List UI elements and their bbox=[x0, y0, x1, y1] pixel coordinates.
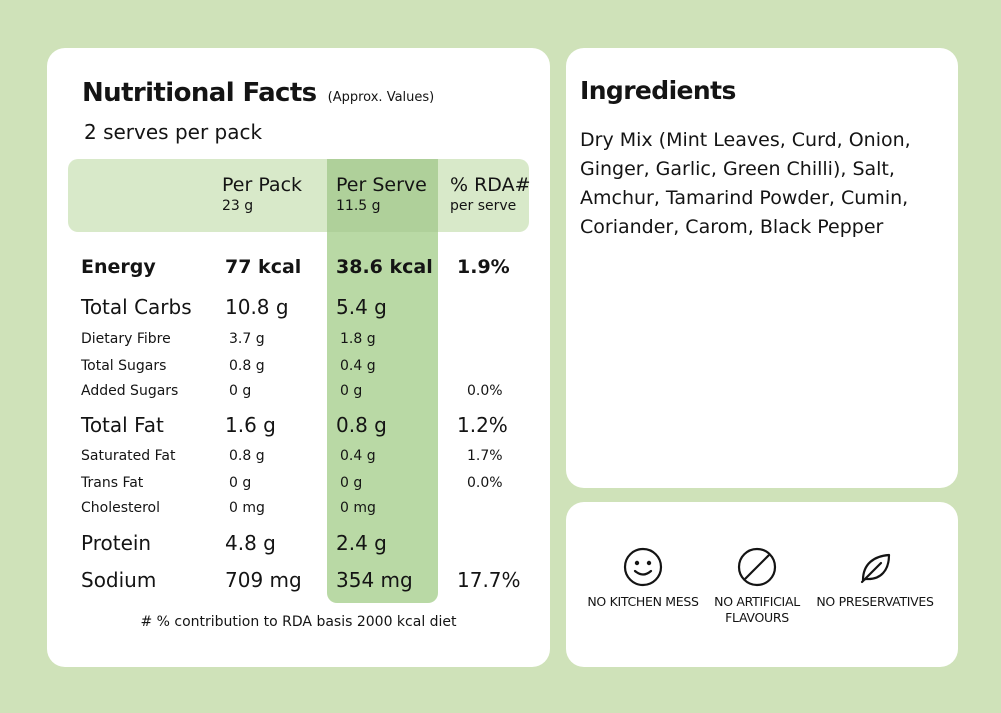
per-serve-value: 0.8 g bbox=[336, 413, 387, 437]
per-pack-value: 4.8 g bbox=[225, 531, 276, 555]
rda-header: % RDA# per serve bbox=[450, 173, 531, 215]
per-pack-value: 0 mg bbox=[229, 500, 265, 516]
per-pack-value: 709 mg bbox=[225, 568, 302, 592]
rda-label: % RDA# bbox=[450, 174, 531, 196]
rda-value: 0.0% bbox=[467, 383, 503, 399]
nutrient-name: Total Fat bbox=[81, 413, 164, 437]
badge-label: NO PRESERVATIVES bbox=[816, 594, 934, 609]
nutrient-name: Dietary Fibre bbox=[81, 331, 171, 347]
per-pack-label: Per Pack bbox=[222, 174, 303, 196]
leaf-icon bbox=[860, 553, 891, 584]
per-pack-weight: 23 g bbox=[222, 198, 254, 214]
per-serve-value: 0.4 g bbox=[340, 358, 376, 374]
nutrient-name: Trans Fat bbox=[81, 475, 144, 491]
ingredients-panel: Ingredients Dry Mix (Mint Leaves, Curd, … bbox=[566, 48, 958, 488]
nutrient-name: Added Sugars bbox=[81, 383, 179, 399]
per-serve-value: 354 mg bbox=[336, 568, 413, 592]
per-pack-value: 77 kcal bbox=[225, 256, 302, 278]
claims-panel: NO KITCHEN MESS NO ARTIFICIAL FLAVOURS N… bbox=[566, 502, 958, 667]
badge-label: NO KITCHEN MESS bbox=[587, 594, 699, 609]
nutrition-subtitle: (Approx. Values) bbox=[327, 90, 435, 105]
per-pack-value: 0.8 g bbox=[229, 358, 265, 374]
badge-no-kitchen-mess: NO KITCHEN MESS bbox=[583, 546, 703, 610]
smiley-icon bbox=[623, 547, 663, 587]
badge-no-artificial-flavours: NO ARTIFICIAL FLAVOURS bbox=[697, 546, 817, 626]
nutrition-title-row: Nutritional Facts (Approx. Values) bbox=[82, 78, 434, 108]
header-band bbox=[68, 159, 529, 232]
per-pack-value: 0 g bbox=[229, 383, 252, 399]
per-serve-header: Per Serve 11.5 g bbox=[336, 173, 427, 215]
nutrient-name: Total Carbs bbox=[81, 295, 192, 319]
nutrient-name: Energy bbox=[81, 256, 156, 278]
rda-value: 1.2% bbox=[457, 413, 508, 437]
per-pack-value: 0 g bbox=[229, 475, 252, 491]
per-serve-value: 0 mg bbox=[340, 500, 376, 516]
prohibited-icon bbox=[737, 547, 777, 587]
per-pack-value: 0.8 g bbox=[229, 448, 265, 464]
rda-per-serve-label: per serve bbox=[450, 198, 517, 214]
nutrition-facts-panel: Nutritional Facts (Approx. Values) 2 ser… bbox=[47, 48, 550, 667]
nutrient-name: Total Sugars bbox=[81, 358, 167, 374]
nutrient-name: Cholesterol bbox=[81, 500, 161, 516]
rda-value: 0.0% bbox=[467, 475, 503, 491]
per-serve-value: 38.6 kcal bbox=[336, 256, 433, 278]
rda-footnote: # % contribution to RDA basis 2000 kcal … bbox=[140, 614, 457, 630]
per-serve-column-highlight bbox=[327, 159, 438, 603]
nutrient-name: Protein bbox=[81, 531, 152, 555]
serves-per-pack: 2 serves per pack bbox=[84, 120, 263, 144]
per-pack-value: 10.8 g bbox=[225, 295, 289, 319]
per-serve-header-highlight bbox=[327, 159, 438, 232]
ingredients-title: Ingredients bbox=[580, 76, 736, 105]
badge-no-preservatives: NO PRESERVATIVES bbox=[815, 546, 935, 610]
per-serve-label: Per Serve bbox=[336, 174, 427, 196]
nutrient-name: Sodium bbox=[81, 568, 157, 592]
per-serve-value: 0 g bbox=[340, 475, 363, 491]
nutrient-name: Saturated Fat bbox=[81, 448, 176, 464]
per-serve-weight: 11.5 g bbox=[336, 198, 381, 214]
per-pack-header: Per Pack 23 g bbox=[222, 173, 302, 215]
per-serve-value: 1.8 g bbox=[340, 331, 376, 347]
per-serve-value: 2.4 g bbox=[336, 531, 387, 555]
per-pack-value: 3.7 g bbox=[229, 331, 265, 347]
per-serve-value: 0.4 g bbox=[340, 448, 376, 464]
per-pack-value: 1.6 g bbox=[225, 413, 276, 437]
badge-label: NO ARTIFICIAL FLAVOURS bbox=[714, 594, 800, 625]
ingredients-list: Dry Mix (Mint Leaves, Curd, Onion, Ginge… bbox=[580, 129, 911, 238]
rda-value: 17.7% bbox=[457, 568, 521, 592]
per-serve-value: 0 g bbox=[340, 383, 363, 399]
rda-value: 1.9% bbox=[457, 256, 510, 278]
nutrition-title: Nutritional Facts bbox=[82, 78, 317, 108]
per-serve-value: 5.4 g bbox=[336, 295, 387, 319]
rda-value: 1.7% bbox=[467, 448, 503, 464]
